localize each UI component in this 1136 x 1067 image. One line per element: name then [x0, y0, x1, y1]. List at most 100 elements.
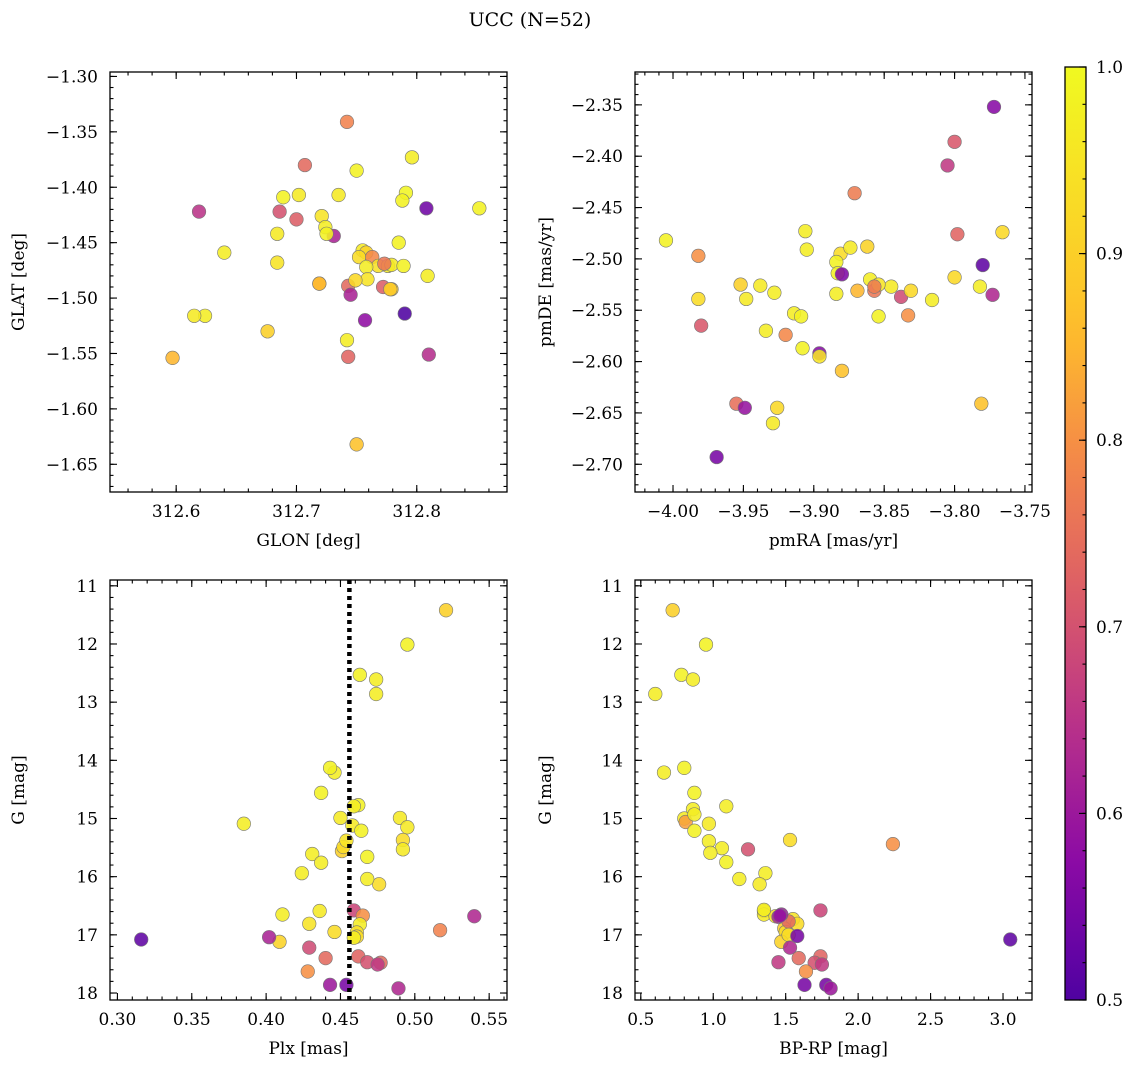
scatter-point	[276, 190, 291, 205]
colorbar-tick-label: 0.9	[1096, 245, 1123, 265]
scatter-point	[270, 226, 285, 241]
y-tick-label: −1.50	[46, 289, 98, 309]
colorbar-tick-label: 0.8	[1096, 431, 1123, 451]
y-tick-label: 13	[601, 693, 623, 713]
x-tick-label: −4.00	[647, 502, 699, 522]
scatter-point	[236, 816, 251, 831]
x-tick-label: 312.7	[272, 502, 321, 522]
scatter-point	[985, 287, 1000, 302]
scatter-point	[739, 291, 754, 307]
scatter-point	[400, 637, 415, 652]
scatter-point	[432, 923, 448, 938]
scatter-point	[733, 277, 748, 292]
scatter-point	[396, 258, 411, 274]
scatter-point	[369, 672, 384, 687]
scatter-point	[813, 903, 828, 918]
x-tick-label: 2.5	[917, 1010, 944, 1030]
y-tick-label: 11	[76, 577, 98, 597]
x-axis-label: Plx [mas]	[268, 1039, 348, 1059]
scatter-point	[187, 308, 202, 323]
scatter-points	[165, 114, 487, 452]
scatter-point	[291, 187, 306, 203]
scatter-point	[850, 283, 865, 298]
scatter-point	[360, 272, 375, 287]
x-tick-label: 0.50	[396, 1010, 434, 1030]
scatter-point	[339, 333, 355, 348]
scatter-point	[260, 324, 275, 339]
scatter-point	[790, 928, 805, 944]
scatter-point	[305, 846, 320, 862]
x-tick-label: −3.90	[788, 502, 840, 522]
scatter-point	[687, 823, 702, 838]
plot-frame	[634, 579, 1033, 1001]
scatter-point	[685, 672, 701, 687]
scatter-point	[472, 201, 487, 216]
scatter-point	[191, 204, 207, 219]
scatter-point	[217, 245, 232, 260]
scatter-point	[709, 449, 724, 465]
y-tick-label: 15	[76, 810, 98, 830]
scatter-point	[314, 785, 329, 801]
scatter-point	[383, 282, 398, 297]
scatter-point	[261, 930, 277, 945]
y-axis-label: G [mag]	[9, 755, 29, 824]
scatter-point	[701, 816, 716, 831]
y-tick-label: −1.35	[46, 123, 98, 143]
scatter-point	[829, 286, 844, 301]
scatter-point	[974, 396, 989, 411]
colorbar-tick-label: 0.7	[1096, 618, 1123, 638]
scatter-point	[318, 951, 333, 966]
scatter-point	[770, 400, 785, 415]
scatter-point	[834, 267, 850, 282]
scatter-point	[397, 306, 412, 321]
y-axis-label: G [mag]	[536, 755, 556, 824]
y-tick-label: −1.60	[46, 400, 98, 420]
scatter-point	[753, 278, 768, 293]
scatter-point	[438, 603, 454, 618]
scatter-point	[400, 820, 415, 835]
scatter-point	[658, 233, 674, 248]
x-tick-label: 0.5	[627, 1010, 654, 1030]
plot-frame	[634, 71, 1033, 493]
scatter-point	[758, 866, 773, 881]
x-tick-label: −3.95	[717, 502, 769, 522]
scatter-points	[134, 603, 482, 996]
x-tick-label: −3.80	[929, 502, 981, 522]
y-tick-label: 14	[76, 751, 98, 771]
y-tick-label: −1.30	[46, 67, 98, 87]
scatter-point	[297, 157, 312, 173]
x-tick-label: 0.35	[173, 1010, 211, 1030]
subplot-3: 0.30 0.35 0.40 0.45 0.50 0.55 11 12 13 14 15 16 17 18…	[9, 577, 508, 1059]
scatter-point	[656, 765, 672, 780]
scatter-point	[421, 347, 436, 362]
y-tick-label: 12	[76, 635, 98, 655]
subplot-1: 312.6 312.7 312.8 −1.30 −1.35 −1.40 −1.45 −1.50…	[9, 67, 508, 551]
x-axis-label: GLON [deg]	[256, 531, 360, 551]
scatter-point	[300, 964, 315, 979]
x-tick-label: 0.55	[470, 1010, 508, 1030]
scatter-point	[972, 279, 988, 294]
scatter-point	[795, 341, 810, 356]
scatter-point	[322, 760, 338, 775]
scatter-point	[314, 855, 329, 870]
scatter-point	[834, 363, 850, 378]
scatter-point	[814, 957, 830, 972]
scatter-points	[648, 603, 1018, 996]
scatter-point	[333, 810, 348, 826]
figure-title: UCC (N=52)	[469, 9, 592, 31]
y-tick-label: 16	[76, 868, 98, 888]
plot-frame	[109, 579, 508, 1001]
scatter-point	[346, 799, 361, 814]
scatter-point	[319, 226, 334, 241]
y-tick-label: −2.40	[571, 147, 623, 167]
scatter-point	[691, 248, 706, 263]
scatter-point	[327, 924, 342, 940]
scatter-point	[797, 977, 812, 992]
scatter-point	[348, 273, 363, 288]
y-tick-label: −1.40	[46, 178, 98, 198]
scatter-point	[799, 242, 814, 257]
x-tick-label: 0.30	[99, 1010, 137, 1030]
x-tick-label: 0.45	[322, 1010, 360, 1030]
scatter-point	[860, 239, 875, 254]
y-tick-label: 14	[601, 751, 623, 771]
